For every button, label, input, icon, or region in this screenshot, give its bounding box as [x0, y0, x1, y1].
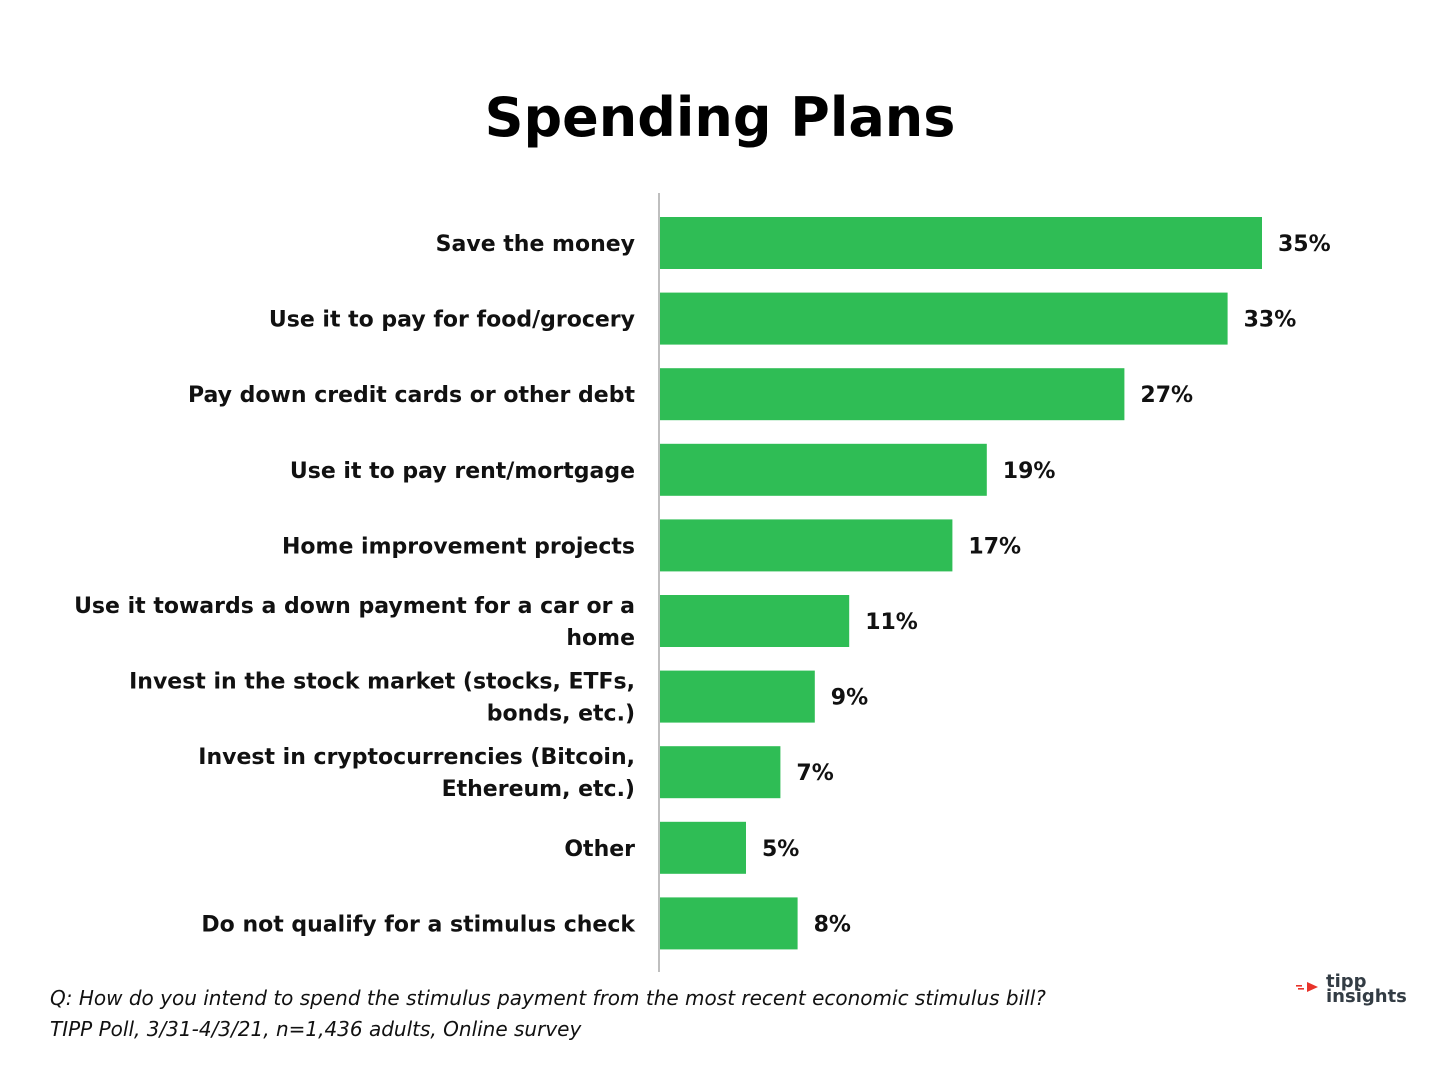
bar [660, 670, 815, 723]
category-label: bonds, etc.) [487, 702, 635, 727]
category-label: Save the money [436, 232, 635, 257]
category-label: Invest in the stock market (stocks, ETFs… [129, 670, 635, 695]
tipp-insights-logo: tipp insights [1296, 971, 1407, 1010]
category-label: Home improvement projects [282, 534, 635, 559]
value-label: 11% [865, 610, 918, 635]
bar [660, 519, 953, 572]
category-label: Use it to pay for food/grocery [269, 308, 635, 333]
category-label: Use it towards a down payment for a car … [74, 594, 635, 619]
category-label: Other [564, 837, 635, 862]
bar [660, 897, 798, 950]
value-label: 9% [831, 686, 868, 711]
logo-text-line2: insights [1326, 986, 1407, 1007]
bar [660, 595, 850, 647]
footnote-source: TIPP Poll, 3/31-4/3/21, n=1,436 adults, … [50, 1017, 582, 1041]
bar [660, 821, 746, 874]
category-label: Ethereum, etc.) [442, 777, 635, 802]
category-label: Invest in cryptocurrencies (Bitcoin, [198, 745, 635, 770]
logo-text-line1: tipp [1326, 971, 1367, 992]
bar [660, 746, 781, 799]
value-label: 33% [1244, 308, 1297, 333]
footnote-question: Q: How do you intend to spend the stimul… [50, 986, 1046, 1010]
value-label: 17% [968, 534, 1021, 559]
value-label: 27% [1140, 383, 1193, 408]
bar [660, 292, 1228, 345]
category-label: Use it to pay rent/mortgage [290, 459, 635, 484]
value-label: 19% [1003, 459, 1056, 484]
bar [660, 443, 987, 496]
value-label: 7% [796, 761, 833, 786]
bar [660, 217, 1262, 269]
category-label: Pay down credit cards or other debt [188, 383, 635, 408]
logo-arrow-icon [1296, 982, 1318, 992]
bar [660, 368, 1125, 421]
category-label: Do not qualify for a stimulus check [201, 912, 636, 937]
chart-title: Spending Plans [485, 86, 956, 149]
category-label: home [566, 626, 635, 651]
value-label: 8% [814, 912, 851, 937]
value-label: 5% [762, 837, 799, 862]
value-label: 35% [1278, 232, 1331, 257]
bars-group: 35% Save the money 33% Use it to pay for fo… [74, 217, 1331, 950]
